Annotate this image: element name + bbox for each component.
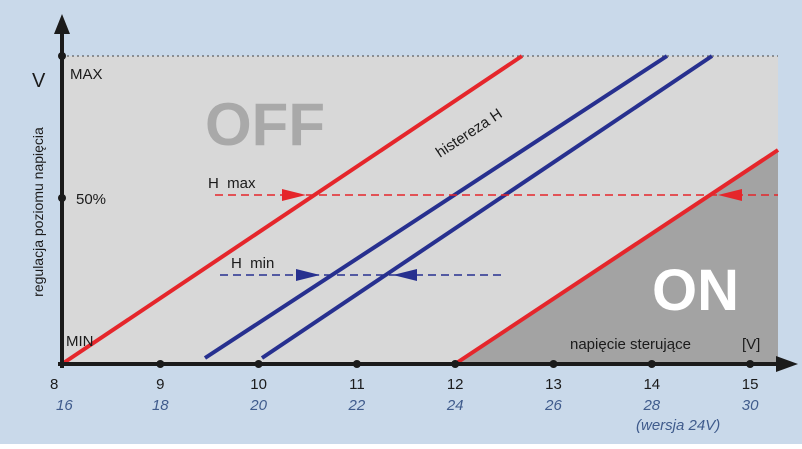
x-axis-title: napięcie sterujące (570, 336, 691, 353)
y-max-label: MAX (70, 66, 103, 83)
h-min-label: H min (231, 255, 274, 272)
y-tick-mid (58, 194, 66, 202)
y-axis-title: regulacja poziomu napięcia (30, 127, 46, 297)
x-tick-label: 8 (50, 376, 58, 393)
x-tick-dot (647, 360, 656, 368)
x-tick-label: 9 (156, 376, 164, 393)
x-tick-label: 11 (349, 376, 365, 393)
x-tick-label-24v: 26 (544, 397, 562, 414)
h-min-arrow-right (296, 269, 320, 281)
y-min-label: MIN (66, 333, 94, 350)
red-line-left (60, 54, 524, 366)
x-tick-label-24v: 30 (742, 397, 759, 414)
h-max-arrow-left (718, 189, 742, 201)
x-tick-dot (156, 360, 165, 368)
x-tick-label-24v: 20 (249, 397, 267, 414)
x-tick-label-24v: 24 (446, 397, 464, 414)
y-unit-label: V (32, 70, 46, 92)
x-tick-label: 10 (250, 376, 267, 393)
blue-line-left (203, 54, 669, 360)
y-mid-label: 50% (76, 191, 106, 208)
x-axis-unit: [V] (742, 336, 760, 353)
version-note: (wersja 24V) (636, 417, 720, 434)
x-tick-label-24v: 28 (642, 397, 660, 414)
x-tick-dot (352, 360, 361, 368)
on-label: ON (652, 258, 739, 323)
red-line-right (453, 148, 780, 366)
off-label: OFF (205, 91, 325, 158)
h-max-arrow-right (282, 189, 306, 201)
x-tick-label-24v: 18 (152, 397, 169, 414)
x-axis-arrow (776, 356, 798, 372)
y-axis-arrow (54, 14, 70, 34)
h-max-label: H max (208, 175, 256, 192)
x-tick-dot (451, 360, 460, 368)
blue-line-right (260, 54, 714, 360)
h-min-arrow-left (393, 269, 417, 281)
y-tick-max (58, 52, 66, 60)
x-tick-label: 12 (447, 376, 464, 393)
x-tick-dot (746, 360, 755, 368)
x-tick-dot (549, 360, 558, 368)
x-tick-label-24v: 16 (56, 397, 73, 414)
x-tick-label: 13 (545, 376, 562, 393)
x-tick-dot (254, 360, 263, 368)
x-tick-label-24v: 22 (348, 397, 366, 414)
x-tick-label: 15 (742, 376, 759, 393)
x-tick-label: 14 (643, 376, 660, 393)
